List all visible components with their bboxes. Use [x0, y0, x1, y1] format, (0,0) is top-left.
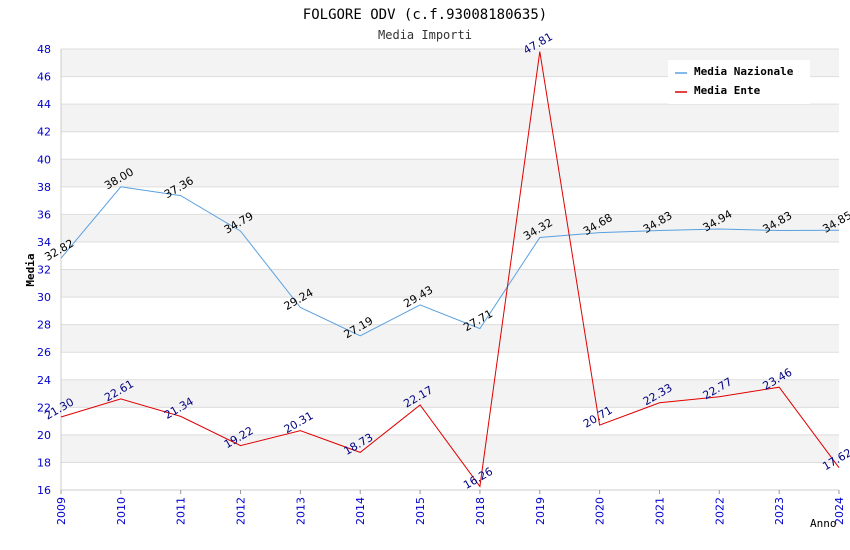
- x-tick-label: 2018: [474, 497, 487, 525]
- y-tick-label: 18: [37, 456, 51, 469]
- y-tick-label: 38: [37, 181, 51, 194]
- x-tick-label: 2010: [115, 497, 128, 525]
- x-tick-label: 2015: [414, 497, 427, 525]
- x-tick-label: 2012: [235, 497, 248, 525]
- y-tick-label: 20: [37, 429, 51, 442]
- legend: Media Nazionale Media Ente: [668, 60, 810, 104]
- legend-box: [668, 60, 810, 104]
- x-tick-label: 2011: [175, 497, 188, 525]
- grid-band: [61, 379, 839, 408]
- x-tick-label: 2019: [534, 497, 547, 525]
- y-tick-label: 22: [37, 401, 51, 414]
- grid-band: [61, 462, 839, 490]
- y-tick-label: 40: [37, 153, 51, 166]
- y-tick-label: 36: [37, 208, 51, 221]
- grid-band: [61, 214, 839, 242]
- y-tick-label: 44: [37, 98, 51, 111]
- y-tick-label: 24: [37, 374, 51, 387]
- x-tick-label: 2021: [653, 497, 666, 525]
- grid-band: [61, 186, 839, 215]
- x-tick-label: 2024: [833, 497, 846, 525]
- x-axis-label: Anno: [810, 517, 837, 530]
- y-tick-label: 48: [37, 43, 51, 56]
- grid-lines: [60, 48, 839, 491]
- grid-band: [61, 131, 839, 160]
- series-line-media-ente: [60, 51, 840, 488]
- x-tick-label: 2023: [773, 497, 786, 525]
- grid-band: [61, 269, 839, 298]
- grid-band: [61, 159, 839, 187]
- y-tick-label: 16: [37, 484, 51, 497]
- y-tick-label: 34: [37, 236, 51, 249]
- legend-label-media-nazionale: Media Nazionale: [694, 65, 794, 78]
- chart-title: FOLGORE ODV (c.f.93008180635): [303, 7, 547, 23]
- series-group: [60, 51, 840, 488]
- x-tick-label: 2022: [713, 497, 726, 525]
- x-tick-label: 2013: [294, 497, 307, 525]
- x-tick-label: 2009: [55, 497, 68, 525]
- grid-band: [61, 324, 839, 353]
- x-tick-label: 2020: [594, 497, 607, 525]
- series-line-media-nazionale: [60, 186, 840, 337]
- chart-subtitle: Media Importi: [378, 28, 472, 42]
- y-axis-label: Media: [24, 253, 37, 286]
- x-tick-label: 2014: [354, 497, 367, 525]
- y-tick-label: 30: [37, 291, 51, 304]
- grid-bands: [61, 49, 839, 490]
- y-tick-label: 46: [37, 71, 51, 84]
- grid-band: [61, 241, 839, 270]
- y-tick-label: 32: [37, 264, 51, 277]
- y-axis-ticks: 16 18 20 22 24 26 28 30 32 34 36 38 40 42 44 46 48: [37, 43, 51, 497]
- x-axis-ticks: 2009 2010 2011 2012 2013 2014 2015 2018 2019 2020…: [55, 490, 846, 525]
- legend-label-media-ente: Media Ente: [694, 84, 761, 97]
- y-tick-label: 28: [37, 319, 51, 332]
- y-tick-label: 26: [37, 346, 51, 359]
- grid-band: [61, 434, 839, 463]
- y-tick-label: 42: [37, 126, 51, 139]
- grid-band: [61, 352, 839, 380]
- grid-band: [61, 297, 839, 325]
- grid-band: [61, 104, 839, 132]
